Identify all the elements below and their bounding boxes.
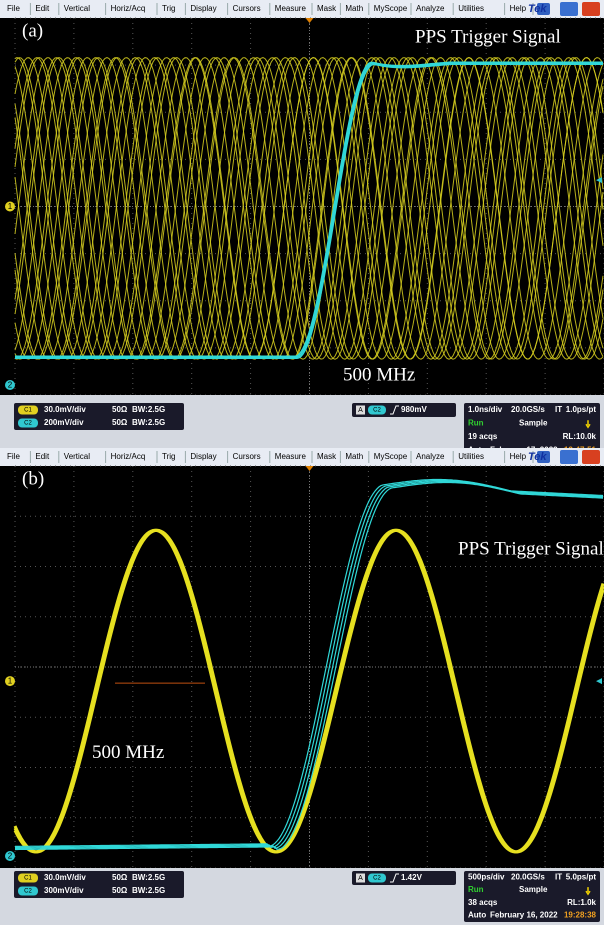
menu-item[interactable]: Measure (275, 4, 307, 13)
run-state: Run (468, 885, 484, 894)
menu-item[interactable]: MyScope (374, 452, 408, 461)
menu-item[interactable]: Analyze (416, 452, 445, 461)
menu-item[interactable]: Help (510, 4, 527, 13)
interpolation: IT (555, 872, 562, 881)
trigger-source: C2 (373, 876, 381, 882)
acquisition-mode: Sample (519, 418, 548, 427)
menu-item[interactable]: Analyze (416, 4, 445, 13)
channel-bandwidth: BW:2.5G (132, 873, 165, 882)
time: 19:28:38 (564, 911, 597, 920)
menu-item[interactable]: Horiz/Acq (111, 452, 146, 461)
channel-impedance: 50Ω (112, 873, 128, 882)
menu-item[interactable]: Mask (317, 4, 337, 13)
trigger-level: 980mV (401, 405, 427, 414)
channel-scale: 200mV/div (44, 418, 84, 427)
interpolation: IT (555, 405, 562, 414)
menu-item[interactable]: Cursors (233, 4, 261, 13)
menu-item[interactable]: Horiz/Acq (111, 4, 146, 13)
sample-rate: 20.0GS/s (511, 872, 545, 881)
menu-item[interactable]: Display (190, 452, 216, 461)
signal-label: PPS Trigger Signal (458, 538, 604, 559)
menu-item[interactable]: Cursors (233, 452, 261, 461)
record-length: RL:10.0k (563, 432, 597, 441)
signal-label: PPS Trigger Signal (415, 26, 561, 47)
channel-impedance: 50Ω (112, 886, 128, 895)
channel-scale: 300mV/div (44, 886, 84, 895)
ch2-marker: 2 (8, 852, 13, 861)
channel-name: C2 (24, 889, 32, 895)
menu-item[interactable]: Measure (275, 452, 307, 461)
channel-scale: 30.0mV/div (44, 405, 86, 414)
menu-item[interactable]: Help (510, 452, 527, 461)
menu-item[interactable]: File (7, 452, 20, 461)
channel-name: C1 (24, 408, 32, 414)
panel-label: (b) (22, 468, 44, 489)
brand: Tek (528, 3, 547, 15)
record-length: RL:1.0k (567, 898, 596, 907)
menu-item[interactable]: Vertical (64, 452, 90, 461)
close-button[interactable] (582, 2, 600, 16)
menu-item[interactable]: Edit (35, 452, 50, 461)
ch2-marker: 2 (8, 381, 13, 390)
menu-item[interactable]: Utilities (458, 452, 484, 461)
menu-item[interactable]: Math (345, 4, 363, 13)
resolution: 1.0ps/pt (566, 405, 597, 414)
close-button[interactable] (582, 450, 600, 464)
ch1-marker: 1 (8, 202, 13, 211)
menu-item[interactable]: File (7, 4, 20, 13)
minimize-button[interactable] (560, 2, 578, 16)
ch1-marker: 1 (8, 677, 13, 686)
menu-item[interactable]: Vertical (64, 4, 90, 13)
trigger-mode-auto: Auto (468, 911, 486, 920)
timebase: 1.0ns/div (468, 405, 503, 414)
frequency-label: 500 MHz (343, 365, 415, 386)
channel-name: C2 (24, 421, 32, 427)
screenshot: File Edit Vertical Horiz/Acq Trig Display Curs… (0, 0, 604, 925)
trigger-mode: A (358, 407, 363, 414)
menu-item[interactable]: MyScope (374, 4, 408, 13)
frequency-label: 500 MHz (92, 742, 164, 763)
channel-bandwidth: BW:2.5G (132, 886, 165, 895)
menu-item[interactable]: Edit (35, 4, 50, 13)
channel-bandwidth: BW:2.5G (132, 405, 165, 414)
menu-item[interactable]: Trig (162, 4, 175, 13)
channel-bandwidth: BW:2.5G (132, 418, 165, 427)
page: File Edit Vertical Horiz/Acq Trig Display Curs… (0, 0, 604, 925)
channel-impedance: 50Ω (112, 405, 128, 414)
run-state: Run (468, 418, 484, 427)
date: February 16, 2022 (490, 911, 558, 920)
sample-rate: 20.0GS/s (511, 405, 545, 414)
trigger-source: C2 (373, 408, 381, 414)
menu-item[interactable]: Trig (162, 452, 175, 461)
trigger-level: 1.42V (401, 873, 423, 882)
menu-item[interactable]: Display (190, 4, 216, 13)
timebase: 500ps/div (468, 872, 505, 881)
channel-impedance: 50Ω (112, 418, 128, 427)
menu-item[interactable]: Mask (317, 452, 337, 461)
trigger-mode: A (358, 875, 363, 882)
minimize-button[interactable] (560, 450, 578, 464)
acquisition-count: 38 acqs (468, 898, 498, 907)
acquisition-count: 19 acqs (468, 432, 498, 441)
acquisition-mode: Sample (519, 885, 548, 894)
channel-name: C1 (24, 876, 32, 882)
brand: Tek (528, 451, 547, 463)
menu-item[interactable]: Math (345, 452, 363, 461)
channel-scale: 30.0mV/div (44, 873, 86, 882)
resolution: 5.0ps/pt (566, 872, 597, 881)
menu-item[interactable]: Utilities (458, 4, 484, 13)
panel-label: (a) (22, 20, 43, 41)
